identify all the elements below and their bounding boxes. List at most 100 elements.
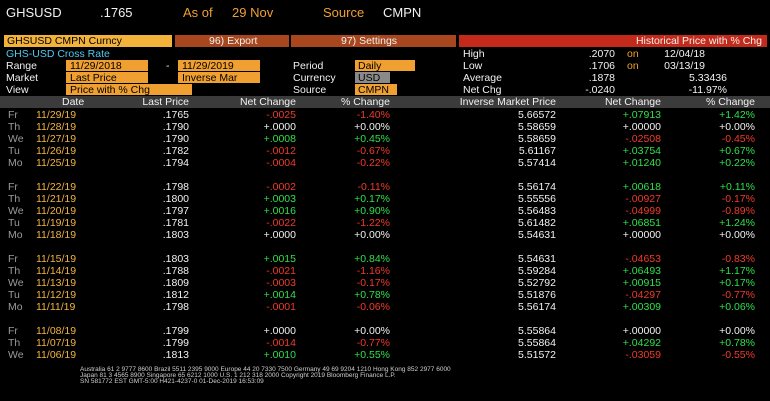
net-change: -.0004 (266, 157, 296, 169)
inverse-pct-change: +1.24% (719, 217, 755, 229)
net-change: -.0021 (266, 265, 296, 277)
security[interactable]: GHSUSD CMPN Curncy (7, 35, 122, 47)
last-price: .1788 (162, 265, 189, 277)
label: High (463, 48, 485, 60)
inverse-net-change: +.00000 (622, 121, 661, 133)
column-header: % Change (705, 96, 755, 108)
pct-change: +0.90% (354, 205, 390, 217)
inverse-price: 5.54631 (518, 253, 556, 265)
label: Range (6, 60, 37, 72)
input[interactable] (355, 84, 397, 95)
inverse-pct-change: +0.78% (719, 337, 755, 349)
column-header: Date (62, 96, 85, 108)
source: CMPN (383, 5, 422, 20)
column-header: Inverse Market Price (459, 96, 556, 108)
settings-button[interactable] (291, 35, 456, 47)
pct-change: -1.22% (356, 217, 390, 229)
footer-text: SN 581772 EST GMT-5:00 H421-4237-0 01-De… (80, 378, 264, 385)
input[interactable] (66, 84, 192, 95)
net-change: +.0015 (263, 253, 296, 265)
export[interactable]: 96) Export (209, 35, 258, 47)
price: .1765 (100, 5, 133, 20)
label: Net Chg (463, 84, 502, 96)
pct-change: +0.00% (354, 325, 390, 337)
weekday: Fr (8, 253, 18, 265)
range-end[interactable]: 11/29/2019 (182, 60, 234, 72)
inverse-price: 5.55864 (518, 325, 556, 337)
net-change: -.0014 (266, 337, 296, 349)
stat: .2070 (588, 48, 615, 60)
input[interactable] (178, 72, 260, 83)
inverse-pct-change: +1.42% (719, 109, 755, 121)
pct-change: +0.45% (354, 133, 390, 145)
inverse-pct-change: -0.55% (721, 349, 755, 361)
inverse-net-change: -.04297 (625, 289, 661, 301)
export-button[interactable] (175, 35, 289, 47)
last-price: .1781 (162, 217, 189, 229)
as-of: 29 Nov (232, 5, 274, 20)
last-price: .1812 (162, 289, 189, 301)
inverse-net-change: +.00000 (622, 229, 661, 241)
net-change: +.0014 (263, 289, 296, 301)
pct-change: -0.17% (356, 277, 390, 289)
input[interactable] (355, 72, 390, 83)
security-field[interactable] (4, 35, 172, 47)
inverse-price: 5.56174 (518, 301, 556, 313)
inverse-net-change: -.04999 (625, 205, 661, 217)
footer-text: Australia 61 2 9777 8600 Brazil 5511 239… (80, 366, 451, 373)
table-header-bar (0, 96, 770, 108)
stat: .1878 (588, 72, 615, 84)
weekday: Th (8, 121, 21, 133)
stat: 5.33436 (689, 72, 727, 84)
source[interactable]: CMPN (358, 84, 389, 96)
inverse-net-change: +.00000 (622, 325, 661, 337)
inverse-price: 5.52792 (518, 277, 556, 289)
market[interactable]: Last Price (70, 72, 117, 84)
screen-title: Historical Price with % Chg (635, 35, 762, 47)
input[interactable] (355, 60, 415, 71)
inverse-pct-change: -0.45% (721, 133, 755, 145)
inverse-pct-change: +0.00% (719, 121, 755, 133)
column-header: Net Change (239, 96, 296, 108)
input[interactable] (66, 72, 148, 83)
source-label: Source (323, 5, 365, 20)
last-price: .1809 (162, 277, 189, 289)
stat-date: 12/04/18 (664, 48, 705, 60)
date: 11/20/19 (36, 205, 77, 217)
inverse-price: 5.56483 (518, 205, 556, 217)
inverse-pct-change: +0.22% (719, 157, 755, 169)
weekday: Tu (8, 217, 20, 229)
input[interactable] (178, 60, 260, 71)
last-price: .1799 (162, 325, 189, 337)
pct-change: -0.11% (357, 181, 391, 193)
period[interactable]: Daily (358, 60, 382, 72)
input[interactable] (66, 60, 148, 71)
ticker: GHSUSD (6, 5, 62, 20)
inverse-price: 5.57414 (518, 157, 556, 169)
weekday: Th (8, 337, 21, 349)
view[interactable]: Price with % Chg (70, 84, 150, 96)
weekday: Fr (8, 109, 18, 121)
inverse-price: 5.56174 (518, 181, 556, 193)
date: 11/26/19 (36, 145, 77, 157)
currency[interactable]: USD (358, 72, 381, 84)
title-bar (459, 35, 767, 47)
settings[interactable]: 97) Settings (341, 35, 398, 47)
inverse-pct-change: -0.83% (721, 253, 755, 265)
date: 11/07/19 (36, 337, 77, 349)
inverse-pct-change: -0.77% (721, 289, 755, 301)
column-header: Last Price (142, 96, 189, 108)
inverse-pct-change: +0.00% (719, 325, 755, 337)
net-change: +.0008 (263, 133, 296, 145)
market2[interactable]: Inverse Mar (182, 72, 238, 84)
net-change: -.0012 (266, 145, 296, 157)
last-price: .1790 (162, 121, 189, 133)
label: Average (463, 72, 502, 84)
range-start[interactable]: 11/29/2018 (70, 60, 122, 72)
date: 11/14/19 (36, 265, 77, 277)
weekday: Tu (8, 145, 20, 157)
pct-change: +0.00% (354, 229, 390, 241)
inverse-price: 5.55556 (518, 193, 556, 205)
inverse-pct-change: +1.17% (719, 265, 755, 277)
